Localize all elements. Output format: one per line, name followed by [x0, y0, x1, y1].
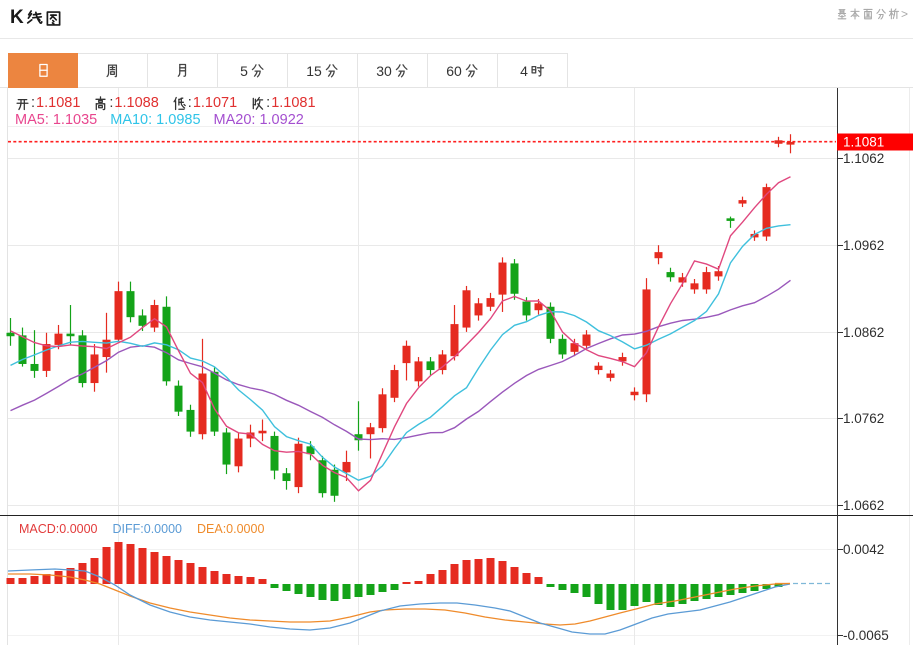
svg-text:1.0962: 1.0962	[843, 238, 884, 253]
svg-text:1.0762: 1.0762	[843, 411, 884, 426]
svg-text:0.0042: 0.0042	[843, 542, 884, 557]
svg-text:1.0662: 1.0662	[843, 498, 884, 513]
svg-text:1.1081: 1.1081	[843, 135, 884, 150]
svg-text:-0.0065: -0.0065	[843, 628, 889, 643]
svg-text:1.0862: 1.0862	[843, 325, 884, 340]
svg-text:1.1062: 1.1062	[843, 151, 884, 166]
